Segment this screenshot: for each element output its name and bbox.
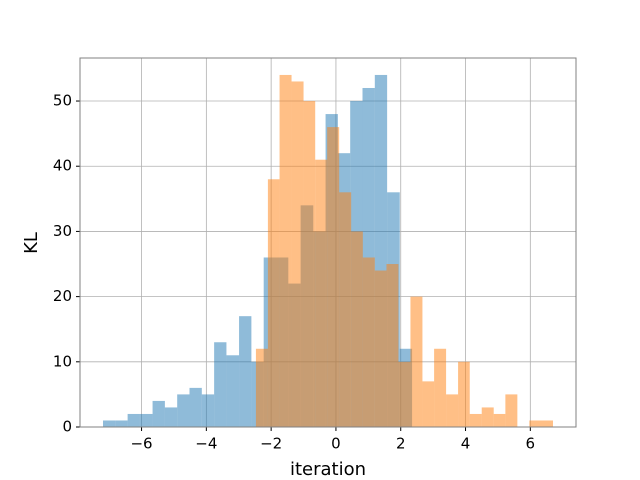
y-tick-label: 20 [53,287,72,305]
bar [446,394,459,427]
y-axis-label: KL [21,232,42,254]
bar [541,420,553,427]
bar [291,81,304,427]
bar [458,361,470,427]
bar [493,413,506,427]
bar [115,420,128,427]
bar [303,101,316,428]
bar [410,296,423,427]
bar [255,348,268,427]
bar [164,407,178,427]
bar [201,394,215,427]
x-tick-label: −4 [195,435,217,453]
bar [339,192,352,427]
bar [226,355,240,427]
y-tick-label: 0 [62,418,72,436]
bar [374,270,387,427]
y-tick-label: 40 [53,157,72,175]
bar [351,231,363,427]
x-tick-label: −6 [130,435,152,453]
bar [327,127,340,427]
y-tick-label: 30 [53,222,72,240]
bar [481,407,494,427]
bar [315,159,328,427]
bar [386,264,399,427]
bar [362,257,375,427]
y-tick-label: 10 [53,352,72,370]
x-tick-label: 6 [526,435,536,453]
y-tick-label: 50 [53,92,72,110]
bar [139,413,153,427]
bar [214,342,227,427]
x-tick-label: 4 [461,435,471,453]
bar [239,316,252,427]
bar [279,74,292,427]
bar [152,400,165,427]
bar [177,394,190,427]
bar [529,420,542,427]
plot-frame [79,57,577,428]
bar [505,394,518,427]
bar [103,420,116,427]
bar [267,179,280,427]
bar [127,413,140,427]
bar [434,348,447,427]
x-tick-label: 2 [396,435,406,453]
bar [469,413,482,427]
x-tick-label: 0 [331,435,341,453]
bar [398,361,411,427]
x-axis-label: iteration [290,459,366,480]
x-tick-label: −2 [260,435,282,453]
bar [189,387,202,427]
bar [422,381,435,427]
